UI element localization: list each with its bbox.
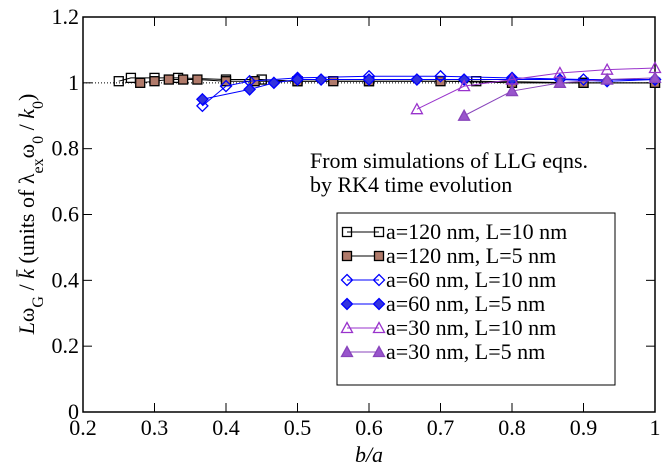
x-tick-label: 0.7: [427, 415, 455, 440]
x-tick-label: 1: [650, 415, 661, 440]
legend-label: a=120 nm, L=5 nm: [386, 243, 556, 268]
y-tick-label: 0.2: [52, 333, 80, 358]
marker: [314, 73, 328, 86]
legend-label: a=30 nm, L=5 nm: [386, 339, 545, 364]
x-tick-label: 0.5: [284, 415, 312, 440]
y-axis-label-part: ex: [30, 158, 47, 173]
annotation: by RK4 time evolution: [310, 172, 512, 197]
x-tick-label: 0.2: [69, 415, 97, 440]
marker: [192, 74, 203, 85]
marker: [195, 92, 209, 106]
marker: [291, 73, 304, 86]
x-tick-label: 0.6: [355, 415, 383, 440]
annotation: From simulations of LLG eqns.: [310, 148, 588, 173]
y-axis-label-part: (units of: [14, 184, 39, 269]
y-tick-label: 1.2: [52, 4, 80, 29]
y-axis-label-part: k: [14, 108, 39, 119]
y-axis-label-part: 0: [30, 136, 47, 144]
x-axis-label: b/a: [355, 442, 383, 467]
marker: [457, 108, 471, 121]
marker: [163, 74, 174, 85]
marker: [373, 226, 385, 238]
marker: [434, 69, 447, 83]
marker: [577, 73, 590, 86]
marker: [600, 72, 614, 85]
y-tick-label: 1: [68, 70, 79, 95]
series-line: [416, 67, 656, 110]
marker: [372, 345, 386, 358]
marker: [457, 79, 471, 92]
marker: [648, 71, 662, 84]
y-axis-label-part: /: [14, 119, 39, 136]
legend-label: a=30 nm, L=10 nm: [386, 315, 556, 340]
marker: [410, 73, 424, 86]
y-axis-label-part: k̄: [14, 268, 39, 279]
marker: [578, 77, 589, 88]
marker: [340, 297, 354, 311]
y-tick-label: 0.4: [52, 267, 80, 292]
y-axis-label-part: /: [14, 279, 39, 296]
marker: [505, 84, 519, 97]
legend-label: a=120 nm, L=10 nm: [386, 219, 567, 244]
marker: [340, 321, 354, 334]
x-tick-label: 0.3: [141, 415, 169, 440]
y-axis-label-part: L: [14, 322, 39, 335]
marker: [135, 77, 146, 88]
y-axis-label-part: λ: [14, 173, 39, 184]
marker: [267, 76, 281, 90]
marker: [340, 345, 354, 358]
y-axis-label-part: G: [30, 296, 47, 308]
marker: [341, 226, 353, 238]
marker: [243, 82, 257, 96]
marker: [372, 297, 386, 311]
legend-label: a=60 nm, L=10 nm: [386, 267, 556, 292]
y-tick-label: 0.8: [52, 136, 80, 161]
marker: [219, 79, 233, 93]
x-tick-label: 0.8: [498, 415, 526, 440]
y-tick-label: 0.6: [52, 202, 80, 227]
y-axis-label-part: 0: [30, 101, 47, 109]
marker: [505, 72, 519, 85]
marker: [149, 76, 160, 87]
marker: [195, 99, 209, 113]
marker: [553, 75, 567, 88]
marker: [362, 73, 376, 86]
marker: [373, 250, 385, 262]
y-axis-label-part: ω: [14, 144, 39, 158]
marker: [341, 250, 353, 262]
marker: [328, 76, 339, 87]
y-axis-label: LωG / k̄ (units of λexω0 / k0): [14, 94, 47, 336]
legend-label: a=60 nm, L=5 nm: [386, 291, 545, 316]
marker: [410, 102, 424, 115]
marker: [113, 76, 124, 87]
y-axis-label-part: ): [14, 94, 39, 101]
marker: [372, 273, 386, 287]
x-tick-label: 0.4: [212, 415, 240, 440]
marker: [177, 74, 189, 85]
y-tick-label: 0: [68, 399, 79, 424]
marker: [372, 321, 386, 334]
x-tick-label: 0.9: [570, 415, 598, 440]
y-axis-label-part: ω: [14, 308, 39, 322]
marker: [340, 273, 354, 287]
